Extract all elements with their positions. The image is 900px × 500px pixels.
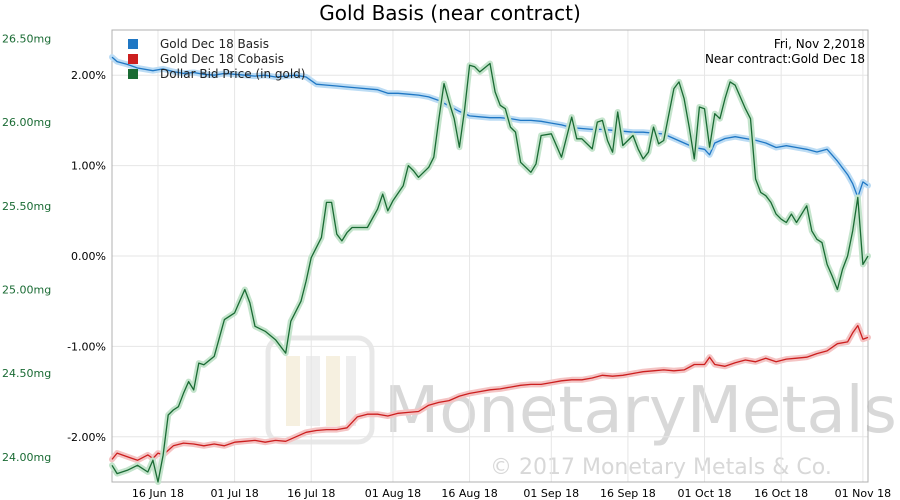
axes: 16 Jun 18 01 Jul 18 16 Jul 18 01 Aug 18 16 A… (2, 29, 891, 500)
legend-label-cobasis: Gold Dec 18 Cobasis (160, 52, 284, 66)
right-axis-tick-label: -2.00% (67, 431, 106, 444)
legend: Gold Dec 18 Basis Gold Dec 18 Cobasis Do… (128, 37, 305, 81)
x-tick-label: 01 Sep 18 (523, 487, 579, 500)
right-axis-tick-label: 1.00% (71, 160, 106, 173)
cobasis-series-line (111, 324, 869, 461)
legend-swatch-cobasis (128, 54, 138, 64)
right-axis-tick-label: 0.00% (71, 250, 106, 263)
x-tick-label: 01 Aug 18 (365, 487, 421, 500)
x-tick-label: 01 Nov 18 (835, 487, 891, 500)
x-tick-label: 01 Jul 18 (210, 487, 258, 500)
info-contract: Near contract:Gold Dec 18 (705, 52, 865, 66)
info-box: Fri, Nov 2,2018 Near contract:Gold Dec 1… (705, 37, 865, 66)
watermark-copyright: © 2017 Monetary Metals & Co. (490, 455, 832, 480)
left-axis-tick-label: 24.00mg (2, 451, 51, 464)
x-tick-label: 16 Jun 18 (132, 487, 184, 500)
dollar-bid-series-line (111, 62, 869, 483)
x-tick-label: 16 Sep 18 (600, 487, 656, 500)
legend-label-dollar: Dollar Bid Price (in gold) (160, 67, 305, 81)
x-tick-label: 01 Oct 18 (678, 487, 732, 500)
right-axis-tick-label: -1.00% (67, 340, 106, 353)
info-date: Fri, Nov 2,2018 (774, 37, 865, 51)
series-layer (109, 54, 871, 485)
chart-title: Gold Basis (near contract) (319, 1, 581, 25)
left-axis-tick-label: 25.00mg (2, 283, 51, 296)
monetary-metals-logo-icon (265, 335, 375, 445)
x-tick-label: 16 Aug 18 (441, 487, 497, 500)
left-axis-tick-label: 24.50mg (2, 367, 51, 380)
x-tick-label: 16 Jul 18 (287, 487, 335, 500)
legend-label-basis: Gold Dec 18 Basis (160, 37, 269, 51)
watermark: MonetaryMetals © 2017 Monetary Metals & … (265, 335, 897, 480)
left-axis-tick-label: 26.00mg (2, 116, 51, 129)
left-axis-tick-label: 25.50mg (2, 200, 51, 213)
right-axis-tick-label: 2.00% (71, 69, 106, 82)
legend-swatch-basis (128, 39, 138, 49)
left-axis-tick-label: 26.50mg (2, 32, 51, 45)
legend-swatch-dollar (128, 69, 138, 79)
x-tick-label: 16 Oct 18 (754, 487, 808, 500)
